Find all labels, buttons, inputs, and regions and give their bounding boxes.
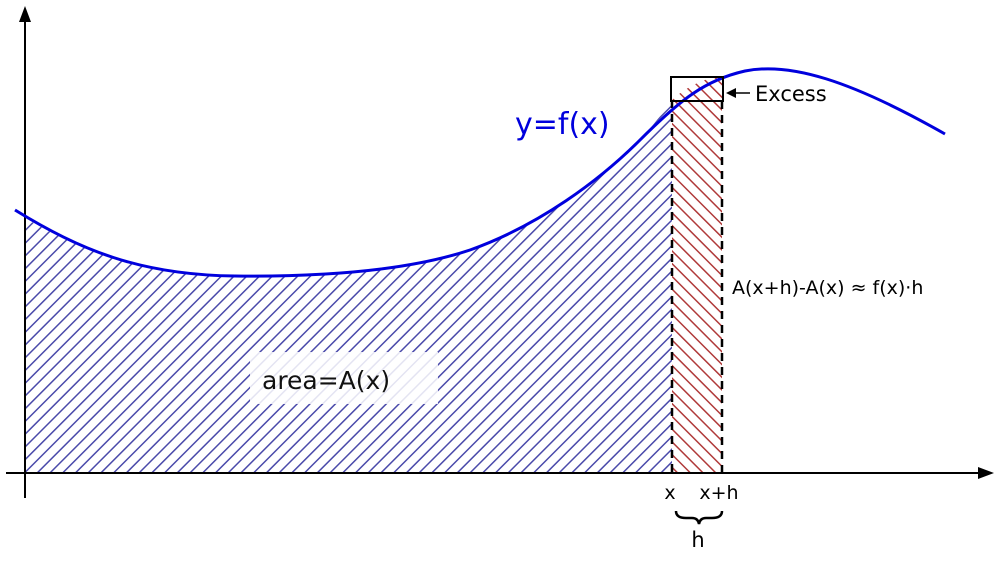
excess-box: [670, 76, 724, 102]
area-label-background: [250, 352, 438, 404]
function-label: y=f(x): [515, 107, 610, 142]
area-label: area=A(x): [262, 366, 390, 395]
excess-label: Excess: [755, 82, 827, 106]
excess-arrowhead: [726, 88, 736, 98]
x-axis-arrowhead: [978, 467, 994, 479]
approximation-label: A(x+h)-A(x) ≈ f(x)·h: [732, 277, 923, 299]
width-brace: [674, 510, 724, 525]
xh-tick-label: x+h: [699, 482, 738, 504]
strip-hatch-region: [672, 75, 722, 473]
width-label: h: [691, 528, 704, 552]
function-curve: [14, 67, 946, 278]
x-tick-label: x: [664, 482, 675, 504]
y-axis-arrowhead: [19, 6, 31, 22]
